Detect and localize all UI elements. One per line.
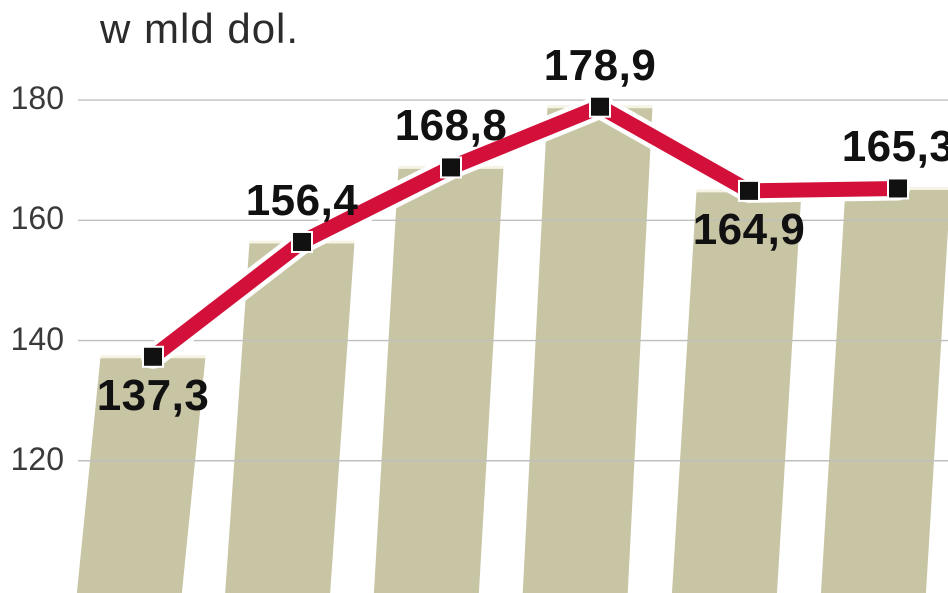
data-label: 156,4 (246, 176, 359, 226)
y-tick-label: 160 (4, 200, 64, 237)
data-label: 168,8 (395, 101, 508, 151)
chart-svg (0, 0, 948, 593)
y-tick-label: 120 (4, 441, 64, 478)
y-tick-label: 180 (4, 80, 64, 117)
data-label: 178,9 (544, 41, 657, 91)
y-tick-label: 140 (4, 321, 64, 358)
data-label: 164,9 (693, 205, 806, 255)
chart-container: w mld dol. 180 160 140 120 137,3 156,4 168,8 1… (0, 0, 948, 593)
data-label: 137,3 (97, 371, 210, 421)
data-label: 165,3 (842, 122, 948, 172)
chart-subtitle: w mld dol. (100, 5, 299, 53)
